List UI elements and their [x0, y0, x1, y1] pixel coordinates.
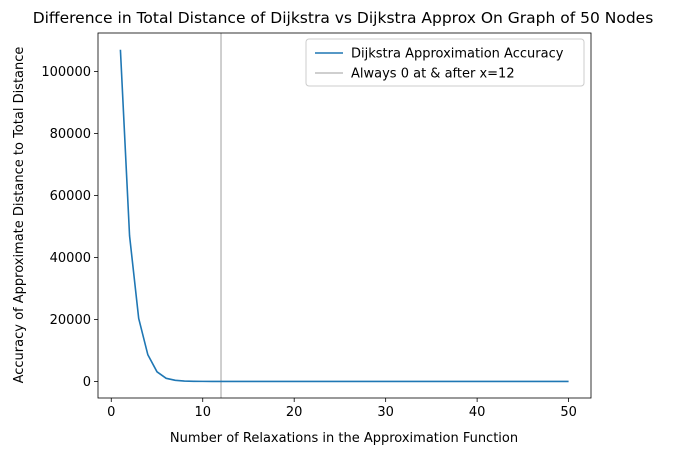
legend-label-vline: Always 0 at & after x=12	[351, 67, 515, 82]
x-tick-label: 10	[194, 405, 211, 420]
legend-box	[305, 38, 585, 87]
y-axis-label: Accuracy of Approximate Distance to Tota…	[12, 47, 27, 384]
y-tick-label: 100000	[41, 65, 91, 80]
legend-label-series: Dijkstra Approximation Accuracy	[351, 47, 564, 62]
x-tick-label: 40	[469, 405, 486, 420]
y-tick-label: 40000	[50, 251, 91, 266]
x-axis-label: Number of Relaxations in the Approximati…	[170, 431, 518, 446]
series-line-0	[119, 49, 569, 383]
x-tick-label: 20	[286, 405, 303, 420]
x-tick-label: 30	[377, 405, 394, 420]
plot-frame	[97, 32, 592, 399]
y-tick-label: 20000	[50, 313, 91, 328]
y-tick-label: 80000	[50, 127, 91, 142]
y-axis-ticks: 0 20000 40000 60000 80000 100000	[41, 65, 98, 390]
x-tick-label: 50	[560, 405, 577, 420]
x-axis-ticks: 0 10 20 30 40 50	[107, 398, 577, 420]
y-tick-label: 60000	[50, 189, 91, 204]
y-tick-label: 0	[83, 375, 91, 390]
x-tick-label: 0	[107, 405, 115, 420]
legend: Dijkstra Approximation Accuracy Always 0…	[305, 38, 585, 87]
plot-area	[119, 33, 569, 398]
chart-title: Difference in Total Distance of Dijkstra…	[33, 9, 654, 27]
